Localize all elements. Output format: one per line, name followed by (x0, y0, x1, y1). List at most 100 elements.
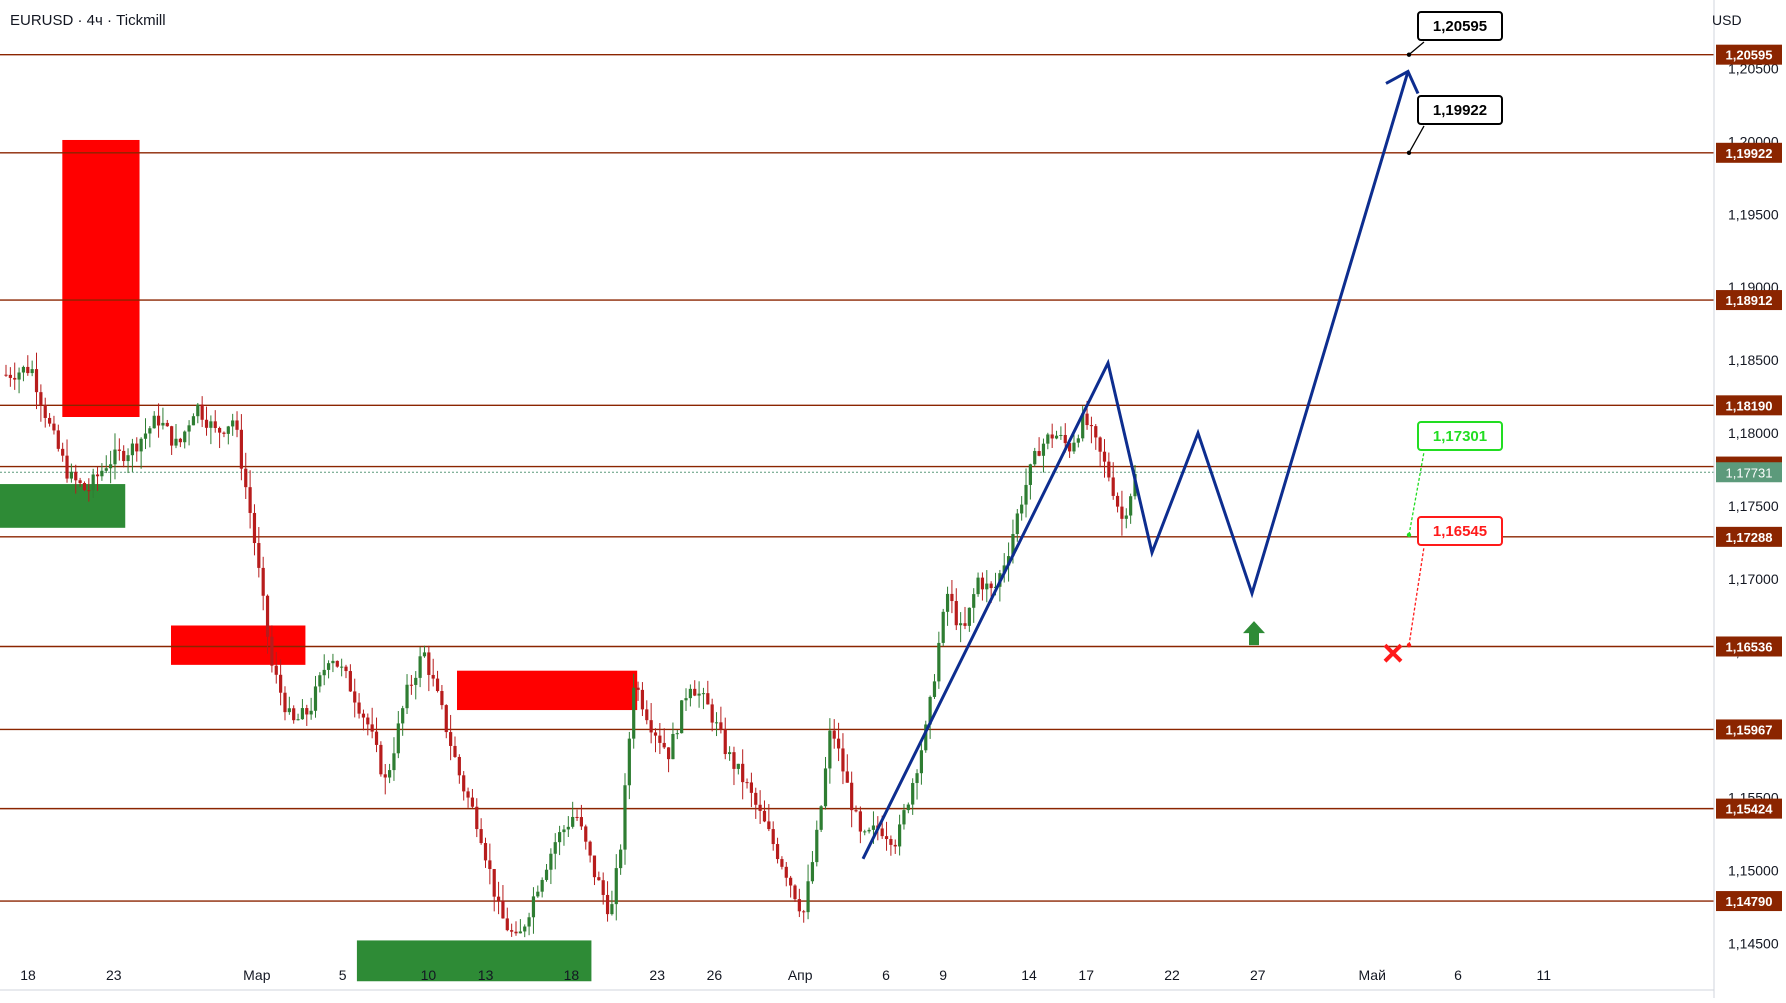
callout-label: 1,16545 (1433, 523, 1487, 540)
candle (911, 778, 915, 815)
price-axis[interactable] (1714, 0, 1786, 998)
candle (1072, 431, 1076, 454)
supply-zone[interactable] (457, 670, 638, 711)
candle (701, 687, 706, 710)
candle (828, 718, 832, 784)
candle (954, 588, 958, 631)
candle (1076, 434, 1080, 448)
x-tick-label: 17 (1078, 967, 1094, 983)
candle (344, 664, 348, 679)
level-price-tag (1716, 891, 1782, 912)
candle (1089, 416, 1094, 444)
level-price-label: 1,20595 (1726, 48, 1773, 63)
candle (183, 430, 187, 449)
candle (479, 818, 483, 845)
candle (898, 814, 902, 856)
x-tick-label: 14 (1021, 967, 1037, 983)
candle (819, 805, 823, 833)
candle (919, 743, 924, 785)
candle (858, 806, 862, 844)
x-tick-label: 18 (564, 967, 580, 983)
candle (780, 856, 784, 870)
target-callout[interactable]: 1,20595 (1406, 11, 1503, 57)
candle (976, 572, 980, 597)
candle (313, 675, 318, 718)
candle (518, 919, 522, 934)
candle (723, 717, 727, 760)
take-profit-callout[interactable]: 1,17301 (1406, 421, 1503, 538)
candle (409, 675, 413, 695)
candle (736, 763, 740, 775)
candle (56, 424, 60, 452)
supply-zone[interactable] (62, 139, 140, 417)
candle (671, 722, 675, 760)
candle (122, 445, 126, 468)
candle (762, 800, 767, 823)
candle (924, 720, 928, 753)
candle (832, 719, 836, 749)
level-price-label: 1,18912 (1726, 293, 1773, 308)
candle (937, 631, 941, 689)
candle (619, 844, 623, 875)
candle (226, 425, 230, 445)
candle (126, 448, 130, 474)
candle (305, 704, 309, 726)
candle (745, 778, 749, 789)
candle (322, 654, 326, 686)
candle (1028, 463, 1032, 500)
candle (462, 771, 466, 801)
current-price-tag (1716, 462, 1782, 483)
demand-zone[interactable] (356, 940, 592, 982)
candle (174, 424, 178, 449)
candle (527, 912, 531, 936)
y-tick-label: 1,18500 (1728, 352, 1779, 368)
candle (270, 625, 274, 673)
level-price-tag (1716, 719, 1782, 740)
candle (139, 437, 143, 469)
target-callout[interactable]: 1,19922 (1406, 95, 1503, 156)
candle (405, 674, 409, 715)
candle (854, 805, 858, 813)
x-tick-label: 13 (478, 967, 494, 983)
candle (1115, 492, 1120, 513)
candle (1102, 439, 1107, 478)
candle (30, 360, 34, 377)
candle (113, 433, 117, 480)
candle (217, 426, 222, 449)
stop-loss-callout[interactable]: 1,16545 (1406, 516, 1503, 648)
candle (435, 670, 440, 693)
candle (627, 731, 631, 800)
candle (959, 612, 963, 643)
candle (414, 671, 418, 700)
candle (571, 801, 575, 829)
candle (43, 397, 47, 428)
level-price-label: 1,18190 (1726, 398, 1773, 413)
level-price-label: 1,19922 (1726, 146, 1773, 161)
candle (69, 463, 73, 483)
candle (78, 477, 82, 487)
symbol-title: EURUSD · 4ч · Tickmill (10, 12, 166, 29)
candle (749, 772, 754, 808)
level-price-label: 1,14790 (1726, 894, 1773, 909)
candle (52, 415, 56, 435)
candle (300, 699, 305, 720)
candle (117, 438, 121, 461)
candle (91, 468, 95, 498)
y-tick-label: 1,17500 (1728, 498, 1779, 514)
candle (492, 868, 496, 912)
level-price-label: 1,17288 (1726, 530, 1773, 545)
supply-zone[interactable] (171, 625, 306, 665)
candle (383, 764, 387, 795)
candle (82, 481, 87, 491)
candle (675, 729, 679, 740)
x-tick-label: 22 (1164, 967, 1180, 983)
candle (440, 684, 444, 710)
candle (422, 645, 427, 658)
demand-zone[interactable] (0, 484, 126, 528)
projection-path[interactable] (861, 71, 1410, 860)
candle (130, 438, 135, 472)
callout-label: 1,19922 (1433, 102, 1487, 119)
candle (544, 864, 549, 882)
